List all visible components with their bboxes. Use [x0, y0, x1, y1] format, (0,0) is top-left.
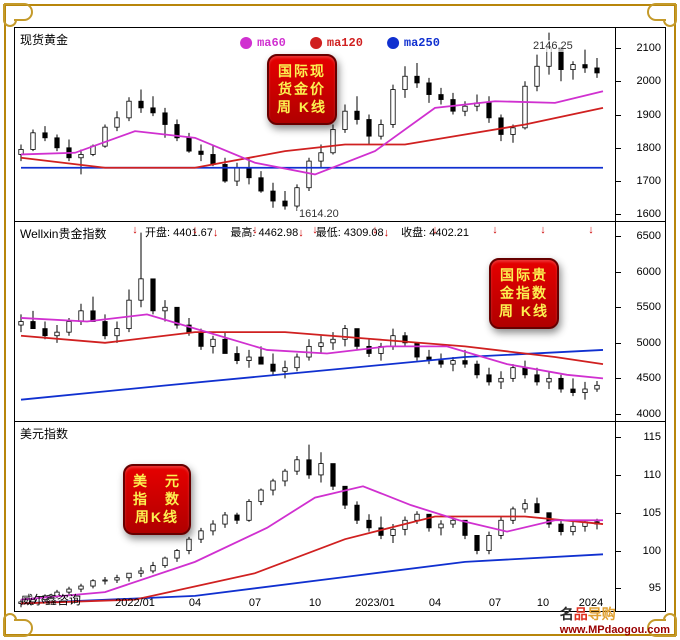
ytick-label: 1700 — [637, 175, 661, 187]
ytick-label: 1900 — [637, 109, 661, 121]
x-axis: 2022/010407102023/010407102024 — [15, 595, 615, 609]
ytick-label: 105 — [643, 507, 661, 519]
ytick-label: 1800 — [637, 142, 661, 154]
xlabel: 2023/01 — [355, 597, 395, 609]
panel-dxy: 美元指数 美 元指 数周K线 95100105110115 2022/01040… — [14, 422, 666, 612]
xlabel: 2022/01 — [115, 597, 155, 609]
ytick-label: 110 — [643, 469, 661, 481]
panel-spot-gold: 现货黄金 ma60ma120ma250 国际现货金价周 K线 2146.25 1… — [14, 27, 666, 222]
ytick-label: 4000 — [637, 408, 661, 420]
watermark-url: www.MPdaogou.com — [560, 624, 670, 636]
ytick-label: 115 — [643, 431, 661, 443]
ytick-label: 1600 — [637, 208, 661, 220]
ytick-label: 6500 — [637, 230, 661, 242]
panel1-yaxis: 1600 1700 1800 1900 2000 2100 — [615, 28, 665, 221]
xlabel: 10 — [309, 597, 321, 609]
panel-wellxin-index: Wellxin贵金指数 开盘: 4401.67↓最高: 4462.98↓最低: … — [14, 222, 666, 422]
xlabel: 07 — [249, 597, 261, 609]
watermark: 名品导购 www.MPdaogou.com — [560, 604, 670, 636]
panel1-plot: 国际现货金价周 K线 2146.25 1614.20 — [15, 28, 615, 221]
ytick-label: 2100 — [637, 42, 661, 54]
chart-panels: 现货黄金 ma60ma120ma250 国际现货金价周 K线 2146.25 1… — [14, 27, 666, 613]
panel2-plot: 国际贵金指数周 K线 — [15, 222, 615, 421]
xlabel: 07 — [489, 597, 501, 609]
ytick-label: 6000 — [637, 266, 661, 278]
ytick-label: 95 — [649, 582, 661, 594]
ytick-label: 5000 — [637, 337, 661, 349]
ytick-label: 100 — [643, 545, 661, 557]
annot-high: 2146.25 — [531, 40, 575, 52]
badge-dxy: 美 元指 数周K线 — [123, 464, 191, 535]
panel2-yaxis: 4000 4500 5000 5500 6000 6500 — [615, 222, 665, 421]
ytick-label: 4500 — [637, 372, 661, 384]
xlabel: 04 — [189, 597, 201, 609]
panel3-yaxis: 95 100 105 110 115 — [615, 422, 665, 611]
panel3-plot: 美 元指 数周K线 — [15, 422, 615, 611]
xlabel: 10 — [537, 597, 549, 609]
ytick-label: 5500 — [637, 301, 661, 313]
xlabel: 04 — [429, 597, 441, 609]
badge-index: 国际贵金指数周 K线 — [489, 258, 559, 329]
footer-source: 威尔鑫咨询 — [21, 591, 81, 608]
badge-gold: 国际现货金价周 K线 — [267, 54, 337, 125]
ytick-label: 2000 — [637, 75, 661, 87]
annot-low: 1614.20 — [297, 208, 341, 220]
